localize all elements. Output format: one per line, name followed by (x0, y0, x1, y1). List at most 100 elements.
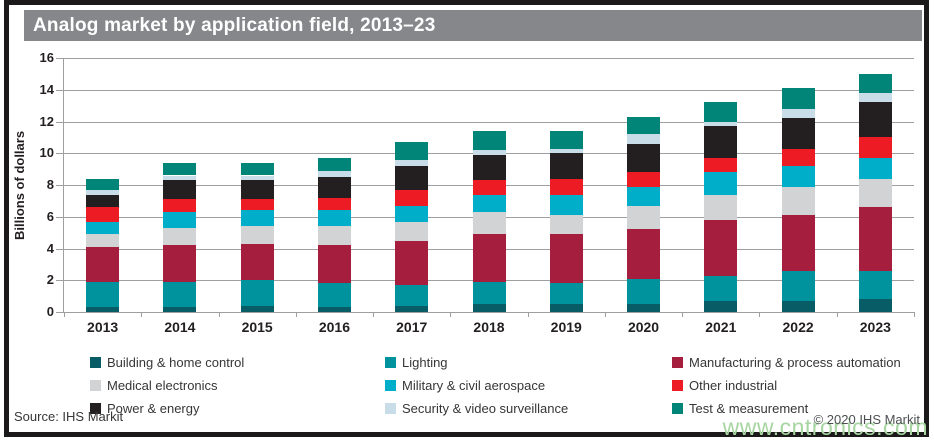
chart-frame: Analog market by application field, 2013… (4, 0, 929, 440)
bar-segment (163, 307, 197, 312)
legend-label: Building & home control (107, 355, 245, 370)
bar-segment (704, 102, 738, 122)
bar-segment (317, 283, 351, 308)
x-label-2015: 2015 (241, 319, 273, 335)
gridline-16 (64, 58, 914, 59)
bar-segment (858, 137, 892, 159)
legend-label: Military & civil aerospace (402, 378, 546, 393)
bar-segment (240, 175, 274, 181)
legend-item-building-home-control: Building & home control (90, 355, 245, 370)
y-tick-10 (56, 153, 64, 155)
x-tick (141, 312, 143, 317)
legend-item-manufacturing-process-automation: Manufacturing & process automation (672, 355, 901, 370)
chart-legend: Building & home control Medical electroni… (9, 351, 924, 421)
bar-segment (317, 170, 351, 178)
bar-segment (704, 275, 738, 301)
y-tick-4 (56, 248, 64, 250)
x-tick (836, 312, 838, 317)
y-tick-0 (56, 312, 64, 313)
bar-segment (240, 226, 274, 244)
bar-segment (163, 175, 197, 181)
x-label-2016: 2016 (318, 319, 351, 335)
bar-segment (549, 194, 583, 216)
bar-segment (163, 212, 197, 228)
x-label-2013: 2013 (87, 319, 119, 335)
medical-electronics-swatch (90, 380, 101, 391)
bar-segment (549, 304, 583, 312)
x-tick (295, 312, 297, 317)
bar-segment (781, 165, 815, 187)
legend-item-military-civil-aerospace: Military & civil aerospace (385, 378, 546, 393)
bar-segment (317, 210, 351, 227)
bar-segment (627, 172, 661, 187)
bar-segment (781, 88, 815, 109)
building-home-control-swatch (90, 357, 101, 368)
bar-segment (86, 307, 120, 312)
x-label-2023: 2023 (859, 319, 891, 335)
x-tick (218, 312, 220, 317)
bar-segment (627, 134, 661, 144)
y-tick-label-2: 2 (46, 272, 54, 288)
legend-label: Lighting (402, 355, 448, 370)
bar-segment (240, 199, 274, 211)
power-energy-swatch (90, 403, 101, 414)
bar-segment (781, 108, 815, 119)
bar-segment (163, 245, 197, 282)
bar-segment (704, 121, 738, 127)
bar-segment (86, 246, 120, 282)
bar-segment (704, 219, 738, 276)
y-tick-label-10: 10 (39, 145, 54, 161)
y-tick-label-14: 14 (39, 81, 54, 97)
bar-segment (317, 197, 351, 211)
bar-segment (472, 212, 506, 235)
bar-segment (86, 221, 120, 235)
legend-label: Security & video surveillance (402, 401, 569, 416)
military-civil-aerospace-swatch (385, 380, 396, 391)
gridline-12 (64, 121, 914, 123)
bar-segment (86, 194, 120, 208)
bar-segment (395, 305, 429, 312)
bar-segment (781, 186, 815, 216)
bar-segment (549, 215, 583, 235)
bar-segment (472, 180, 506, 195)
chart-title: Analog market by application field, 2013… (33, 15, 436, 36)
bar-segment (86, 281, 120, 308)
legend-item-test-measurement: Test & measurement (672, 401, 808, 416)
plot-area: 2013 2014 2015 2016 2017 2018 2019 2020 2021 2022… (56, 58, 915, 335)
bar-segment (858, 73, 892, 93)
y-tick-label-0: 0 (46, 304, 54, 319)
y-tick-16 (56, 58, 64, 59)
bar-segment (472, 234, 506, 282)
chart-title-bar: Analog market by application field, 2013… (24, 10, 922, 41)
bar-segment (858, 207, 892, 271)
bar-segment (240, 243, 274, 281)
bar-segment (163, 227, 197, 246)
bar-segment (240, 280, 274, 306)
bar-segment (549, 234, 583, 284)
x-tick (759, 312, 761, 317)
bar-segment (858, 158, 892, 179)
bar-segment (317, 307, 351, 312)
gridline-14 (64, 89, 914, 91)
x-tick (527, 312, 529, 317)
y-tick-label-12: 12 (39, 113, 54, 129)
bar-segment (395, 240, 429, 286)
x-label-2019: 2019 (550, 319, 582, 335)
bar-segment (317, 158, 351, 171)
y-tick-6 (56, 216, 64, 218)
bar-segment (163, 180, 197, 200)
copyright-note: © 2020 IHS Markit (813, 412, 920, 427)
bar-segment (472, 281, 506, 305)
bar-segment (240, 210, 274, 227)
bar-segment (395, 285, 429, 306)
y-tick-label-16: 16 (39, 50, 54, 65)
bar-segment (86, 189, 120, 195)
bar-segment (472, 154, 506, 181)
manufacturing-process-automation-swatch (672, 357, 683, 368)
x-label-2020: 2020 (627, 319, 660, 335)
legend-item-lighting: Lighting (385, 355, 448, 370)
bar-segment (627, 143, 661, 173)
legend-item-power-energy: Power & energy (90, 401, 200, 416)
bar-segment (781, 118, 815, 149)
bar-segment (627, 205, 661, 230)
